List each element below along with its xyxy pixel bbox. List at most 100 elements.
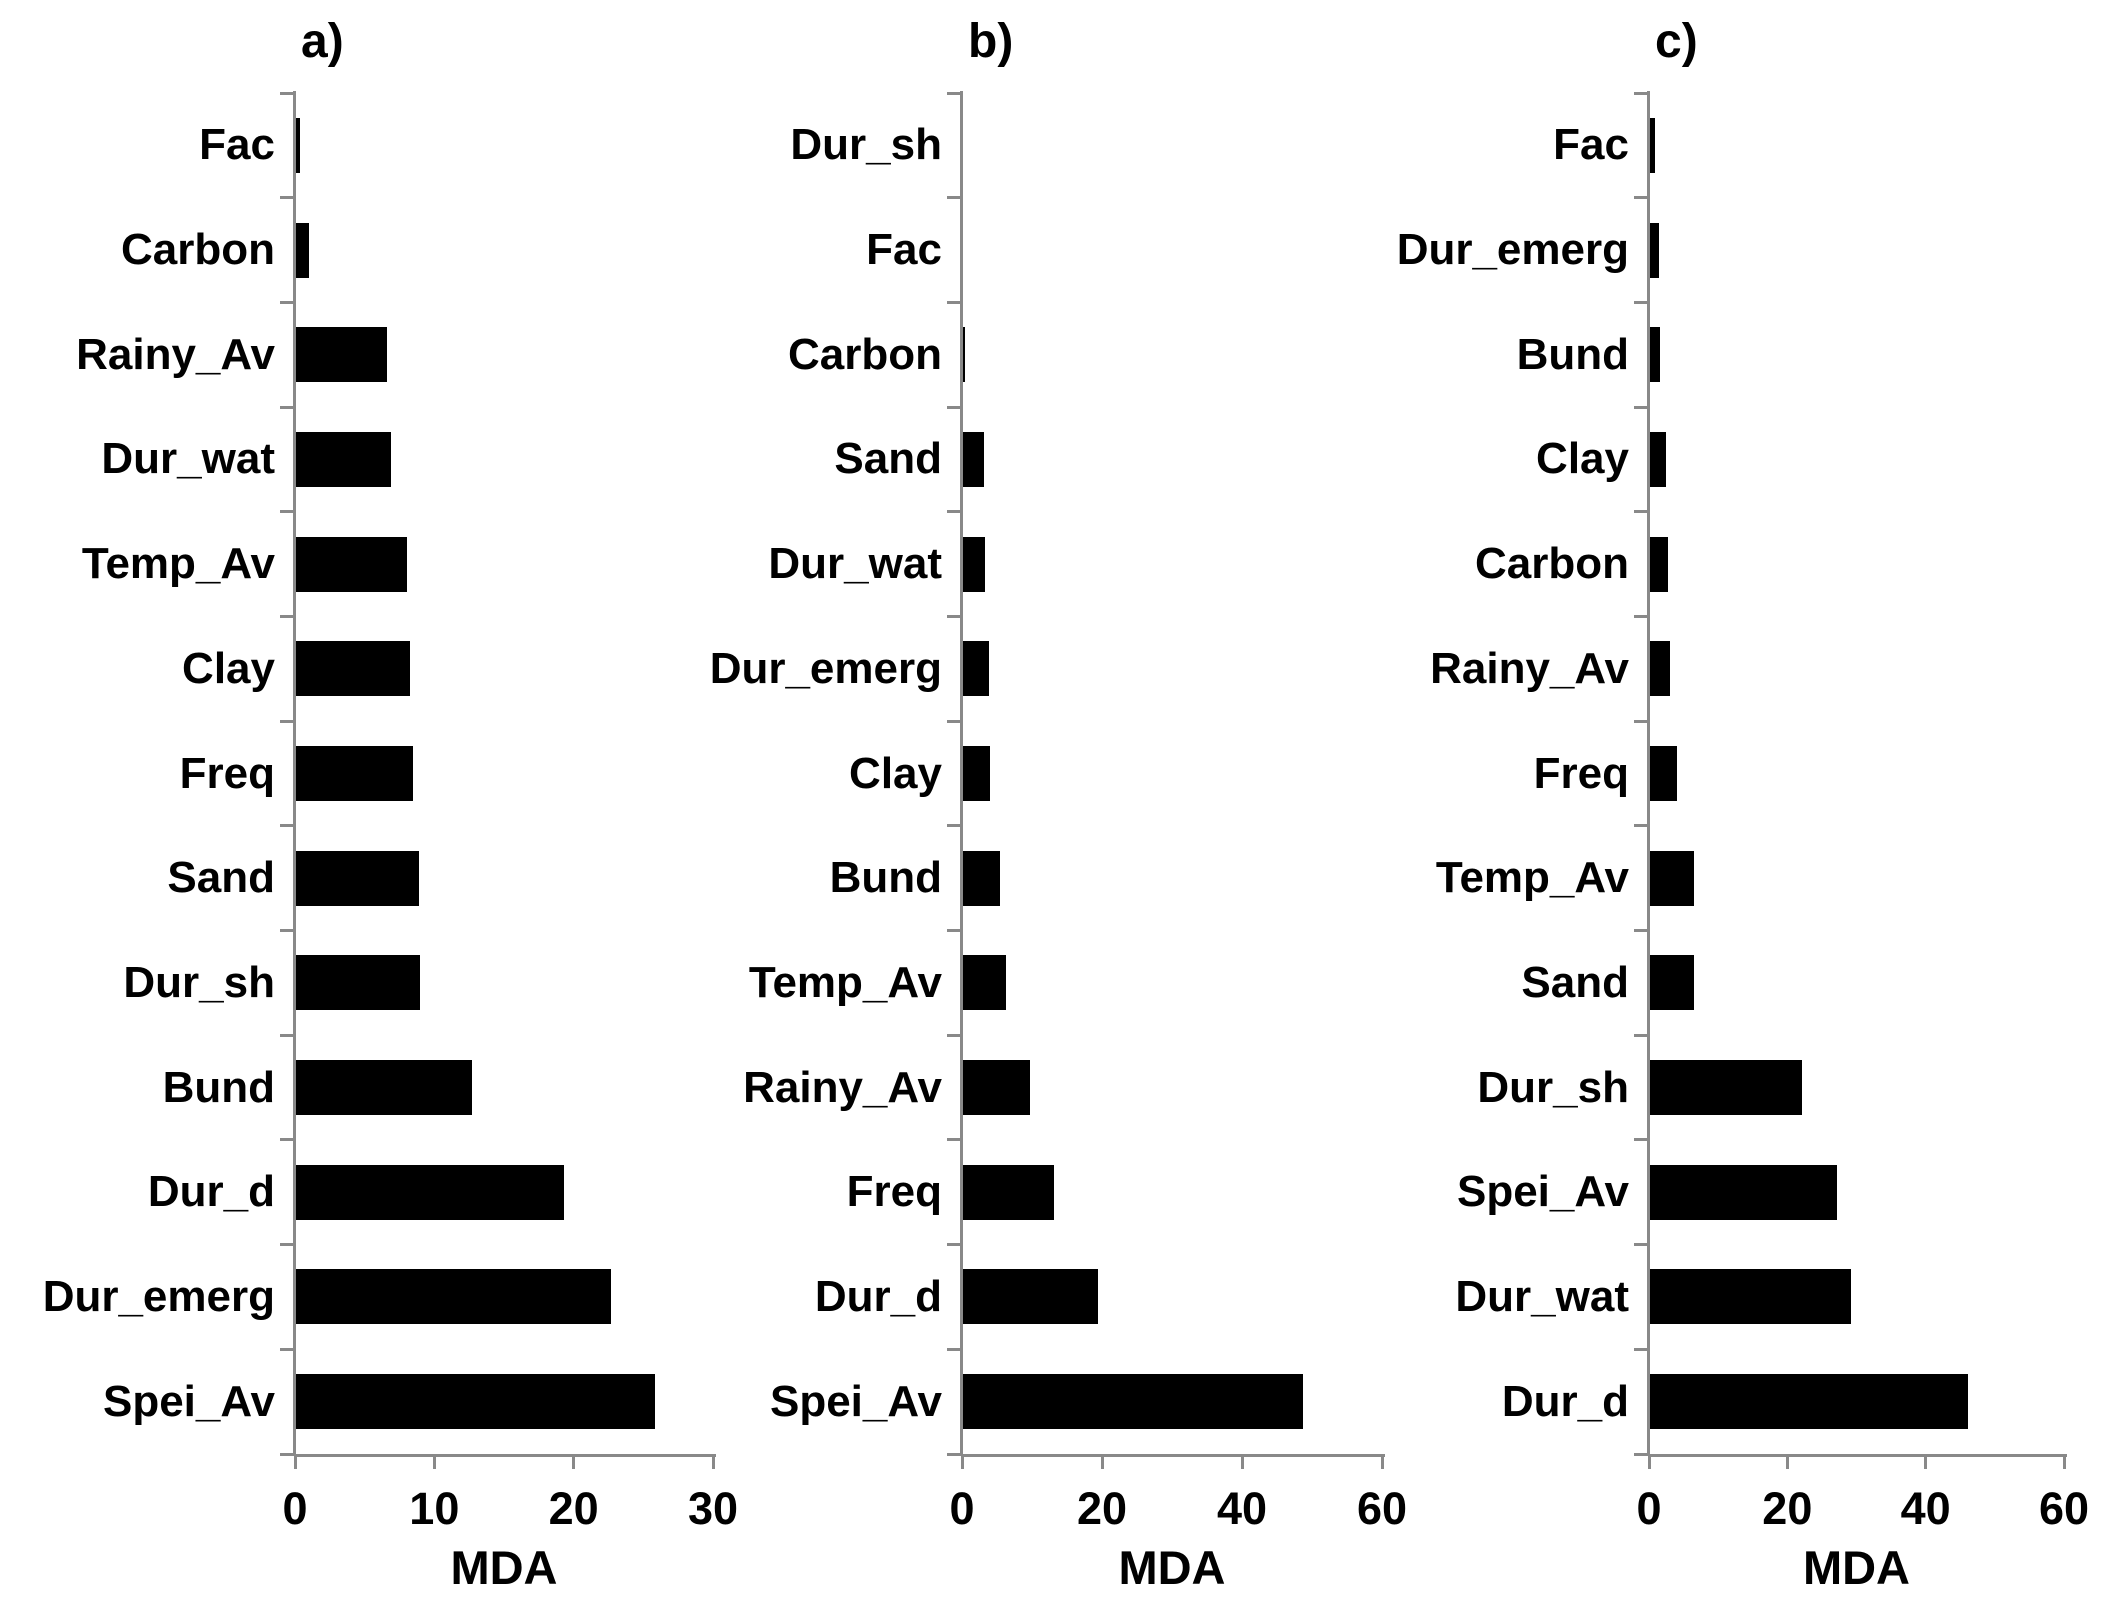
y-tick — [1634, 1243, 1649, 1247]
bar — [963, 327, 965, 383]
category-label: Freq — [179, 748, 275, 798]
x-tick — [1924, 1454, 1928, 1469]
panel-title: c) — [1655, 15, 1698, 68]
x-axis-label: MDA — [1802, 1541, 1911, 1594]
x-tick-label: 60 — [2038, 1483, 2090, 1534]
y-tick — [280, 929, 295, 933]
category-label: Freq — [1533, 748, 1629, 798]
y-tick — [280, 1452, 295, 1456]
y-tick — [280, 719, 295, 723]
category-label: Carbon — [788, 329, 942, 379]
y-tick — [1634, 614, 1649, 618]
category-label: Bund — [162, 1062, 275, 1112]
bar — [1650, 536, 1668, 592]
category-label: Dur_d — [1501, 1376, 1629, 1426]
x-tick-label: 20 — [548, 1483, 599, 1534]
y-tick — [1634, 405, 1649, 409]
bar — [963, 1269, 1098, 1325]
y-tick — [947, 405, 962, 409]
x-axis-label: MDA — [1118, 1541, 1226, 1594]
category-label: Freq — [846, 1167, 942, 1217]
y-tick — [1634, 510, 1649, 514]
category-label: Dur_wat — [768, 539, 942, 589]
x-tick-label: 40 — [1900, 1483, 1951, 1534]
category-label: Sand — [1521, 957, 1629, 1007]
category-label: Dur_emerg — [42, 1271, 275, 1321]
y-tick — [947, 1138, 962, 1142]
bar — [1650, 1374, 1968, 1430]
category-label: Dur_d — [814, 1271, 942, 1321]
x-tick — [1785, 1454, 1789, 1469]
y-axis — [960, 91, 963, 1456]
bar — [963, 1164, 1054, 1220]
category-label: Dur_sh — [790, 120, 942, 170]
bar — [1650, 117, 1655, 173]
y-tick — [280, 196, 295, 200]
x-tick-label: 40 — [1216, 1483, 1268, 1534]
y-tick — [280, 510, 295, 514]
y-tick — [1634, 929, 1649, 933]
y-tick — [947, 196, 962, 200]
category-label: Dur_wat — [1455, 1271, 1629, 1321]
category-label: Dur_sh — [123, 957, 275, 1007]
bar — [296, 746, 413, 801]
panel-title: a) — [301, 15, 344, 68]
y-tick — [280, 300, 295, 304]
y-tick — [280, 1033, 295, 1037]
category-label: Temp_Av — [748, 957, 942, 1007]
x-tick — [293, 1454, 297, 1469]
y-tick — [1634, 1452, 1649, 1456]
x-axis — [295, 1454, 716, 1457]
x-tick-label: 10 — [409, 1483, 460, 1534]
panel-title: b) — [968, 15, 1014, 68]
y-tick — [280, 614, 295, 618]
category-label: Rainy_Av — [1430, 643, 1629, 693]
bar — [1650, 222, 1659, 278]
category-label: Dur_emerg — [709, 643, 942, 693]
y-tick — [947, 1033, 962, 1037]
category-label: Spei_Av — [769, 1376, 942, 1426]
x-tick — [572, 1454, 576, 1469]
y-axis — [293, 91, 296, 1456]
category-label: Bund — [1516, 329, 1629, 379]
y-axis — [1647, 91, 1650, 1456]
y-tick — [947, 614, 962, 618]
x-tick-label: 20 — [1762, 1483, 1813, 1534]
y-tick — [947, 1243, 962, 1247]
bar — [963, 850, 1000, 906]
bar — [963, 1374, 1303, 1430]
category-label: Fac — [199, 120, 275, 170]
bar — [296, 850, 419, 906]
category-label: Fac — [866, 225, 942, 275]
y-tick — [280, 405, 295, 409]
category-label: Carbon — [1475, 539, 1629, 589]
y-tick — [280, 91, 295, 95]
y-tick — [947, 510, 962, 514]
x-tick — [1100, 1454, 1104, 1469]
y-tick — [1634, 196, 1649, 200]
x-axis — [1649, 1454, 2067, 1457]
x-tick-label: 0 — [949, 1483, 975, 1534]
category-label: Rainy_Av — [76, 329, 275, 379]
category-label: Clay — [1536, 434, 1629, 484]
bar — [963, 955, 1006, 1011]
category-label: Bund — [829, 853, 942, 903]
bar — [1650, 955, 1694, 1011]
y-tick — [280, 1347, 295, 1351]
category-label: Dur_emerg — [1396, 225, 1629, 275]
x-tick — [960, 1454, 964, 1469]
bar — [963, 641, 989, 697]
bar — [1650, 1060, 1802, 1116]
category-label: Rainy_Av — [743, 1062, 942, 1112]
y-tick — [947, 929, 962, 933]
bar — [963, 536, 985, 592]
bar — [1650, 1164, 1837, 1220]
bar — [963, 746, 990, 801]
category-label: Temp_Av — [81, 539, 275, 589]
x-tick — [2062, 1454, 2066, 1469]
category-label: Spei_Av — [102, 1376, 275, 1426]
category-label: Clay — [849, 748, 942, 798]
